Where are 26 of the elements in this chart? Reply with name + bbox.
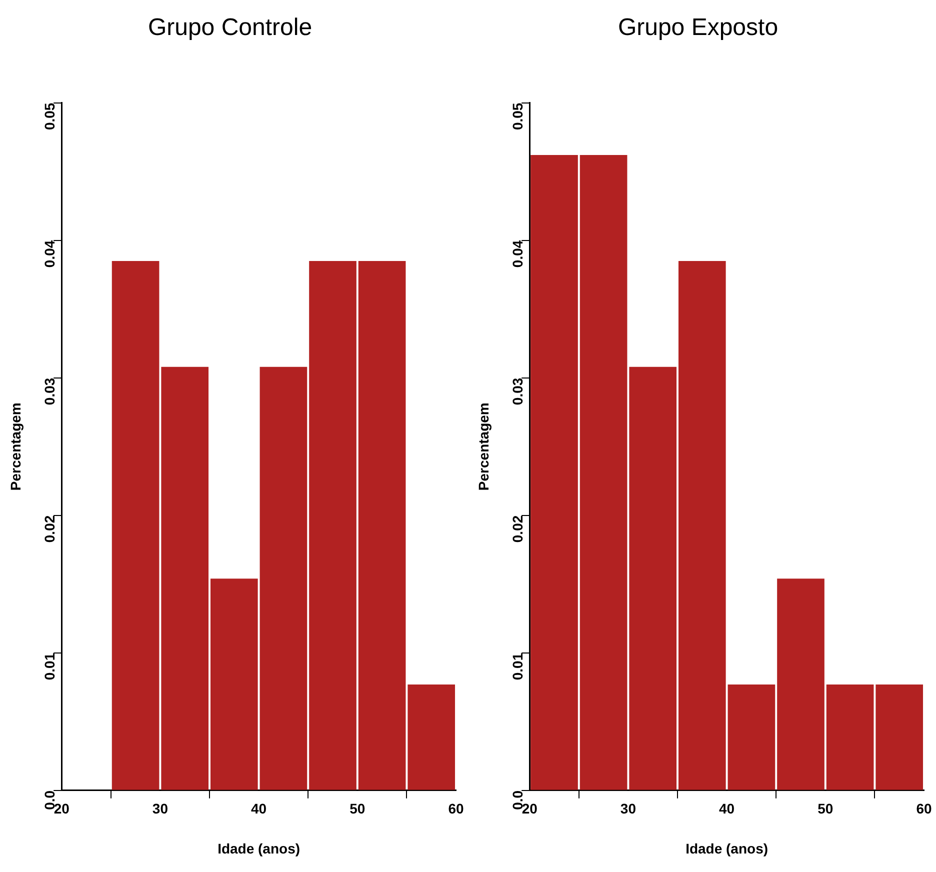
y-tick-label: 0.05: [509, 102, 526, 130]
y-tick-label: 0.05: [41, 102, 58, 130]
x-tick-label: 50: [350, 800, 366, 817]
x-axis-title: Idade (anos): [218, 840, 300, 856]
x-tick-label: 20: [522, 800, 538, 817]
y-axis-title: Percentagem: [475, 402, 492, 491]
y-tick-label: 0.03: [41, 378, 58, 406]
y-axis-title: Percentagem: [7, 402, 24, 491]
x-tick-label: 30: [152, 800, 168, 817]
x-tick-label: 50: [818, 800, 834, 817]
x-tick-label: 30: [620, 800, 636, 817]
y-tick-label: 0.04: [509, 240, 526, 268]
x-tick-label: 20: [54, 800, 70, 817]
chart-title: Grupo Controle: [148, 14, 312, 42]
y-tick-label: 0.01: [509, 652, 526, 680]
chart-title: Grupo Exposto: [618, 14, 778, 42]
x-axis-title: Idade (anos): [686, 840, 768, 856]
y-tick-label: 0.04: [41, 240, 58, 268]
y-tick-label: 0.03: [509, 378, 526, 406]
x-tick-label: 60: [448, 800, 464, 817]
y-tick-label: 0.02: [509, 515, 526, 543]
x-tick-label: 40: [719, 800, 735, 817]
y-tick-label: 0.01: [41, 652, 58, 680]
x-tick-label: 40: [251, 800, 267, 817]
x-tick-label: 60: [916, 800, 932, 817]
y-tick-label: 0.02: [41, 515, 58, 543]
